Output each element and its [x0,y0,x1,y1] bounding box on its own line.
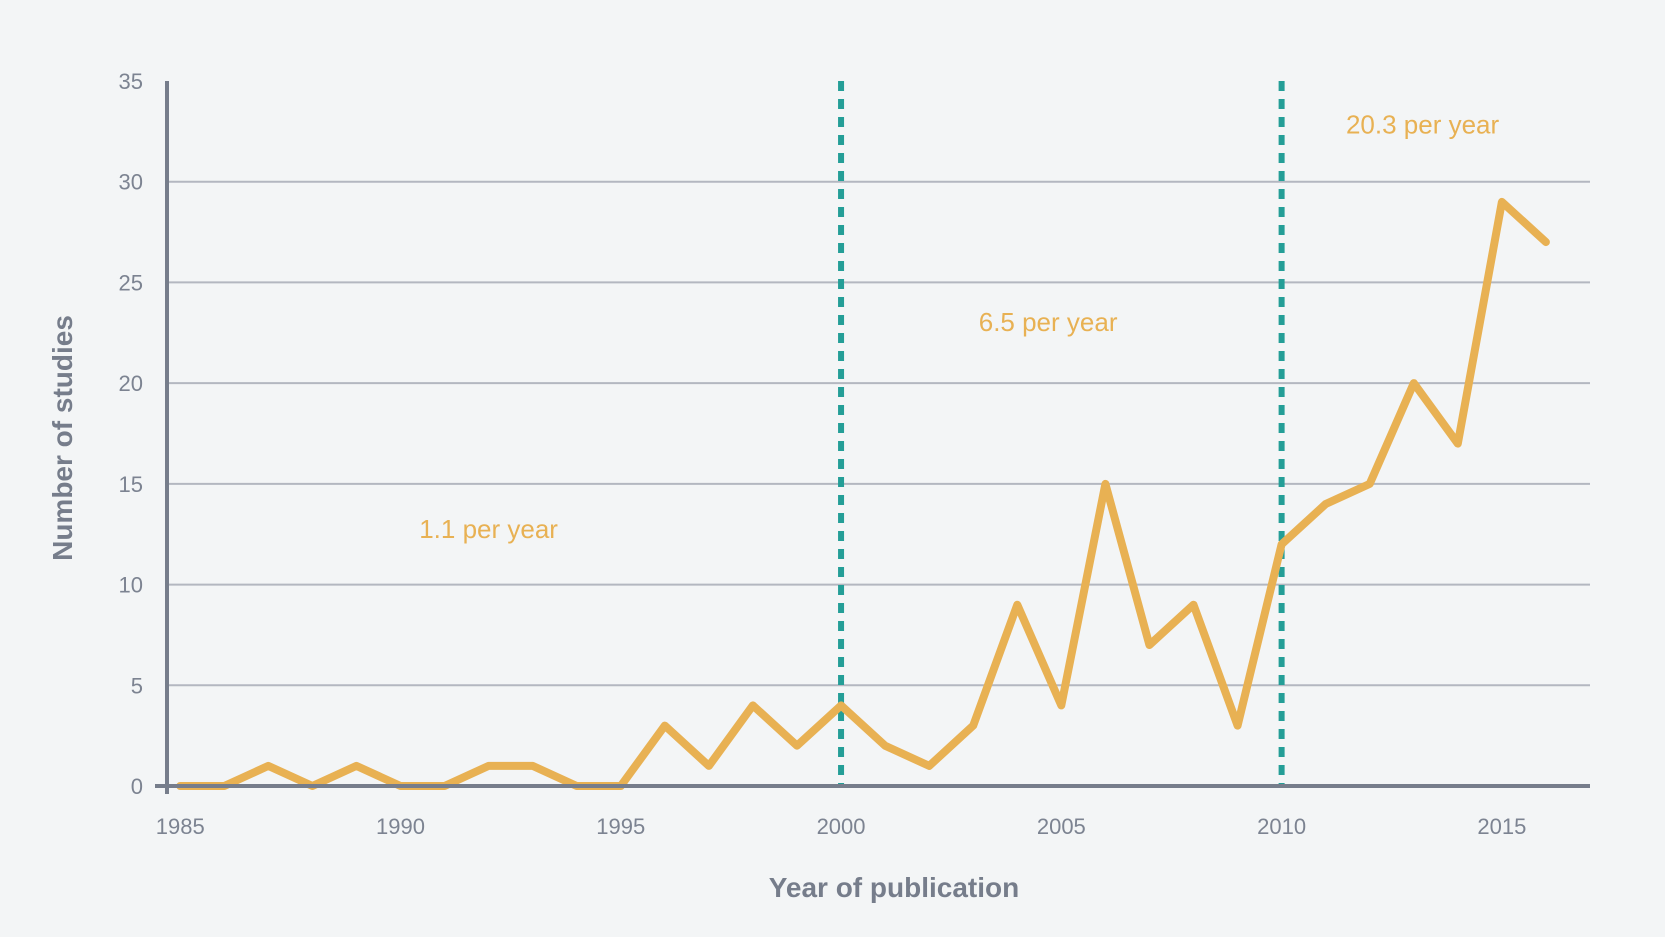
period-dividers [838,81,1285,786]
rate-annotation: 20.3 per year [1346,109,1500,139]
y-axis-title: Number of studies [47,315,78,561]
y-tick-label: 5 [131,673,143,698]
axes [155,81,1590,794]
y-tick-label: 10 [119,573,143,598]
x-tick-label: 2015 [1477,814,1526,839]
x-tick-label: 1995 [596,814,645,839]
y-tick-label: 15 [119,472,143,497]
series-line [176,197,1550,790]
x-tick-label: 1990 [376,814,425,839]
x-tick-label: 2010 [1257,814,1306,839]
x-tick-label: 2005 [1037,814,1086,839]
rate-annotation: 6.5 per year [979,307,1118,337]
y-tick-label: 35 [119,69,143,94]
x-axis-title: Year of publication [769,872,1019,903]
y-tick-label: 20 [119,371,143,396]
tick-labels: 0 5 10 15 20 25 30 35 1985 1990 1995 2000 2005 2010 20… [119,69,1527,839]
y-tick-label: 30 [119,170,143,195]
x-tick-label: 1985 [156,814,205,839]
x-tick-label: 2000 [817,814,866,839]
y-tick-label: 25 [119,270,143,295]
series-layer [176,197,1550,790]
y-tick-label: 0 [131,774,143,799]
rate-annotation: 1.1 per year [419,514,558,544]
gridlines [167,180,1590,687]
annotations: 1.1 per year 6.5 per year 20.3 per year [419,109,1499,544]
